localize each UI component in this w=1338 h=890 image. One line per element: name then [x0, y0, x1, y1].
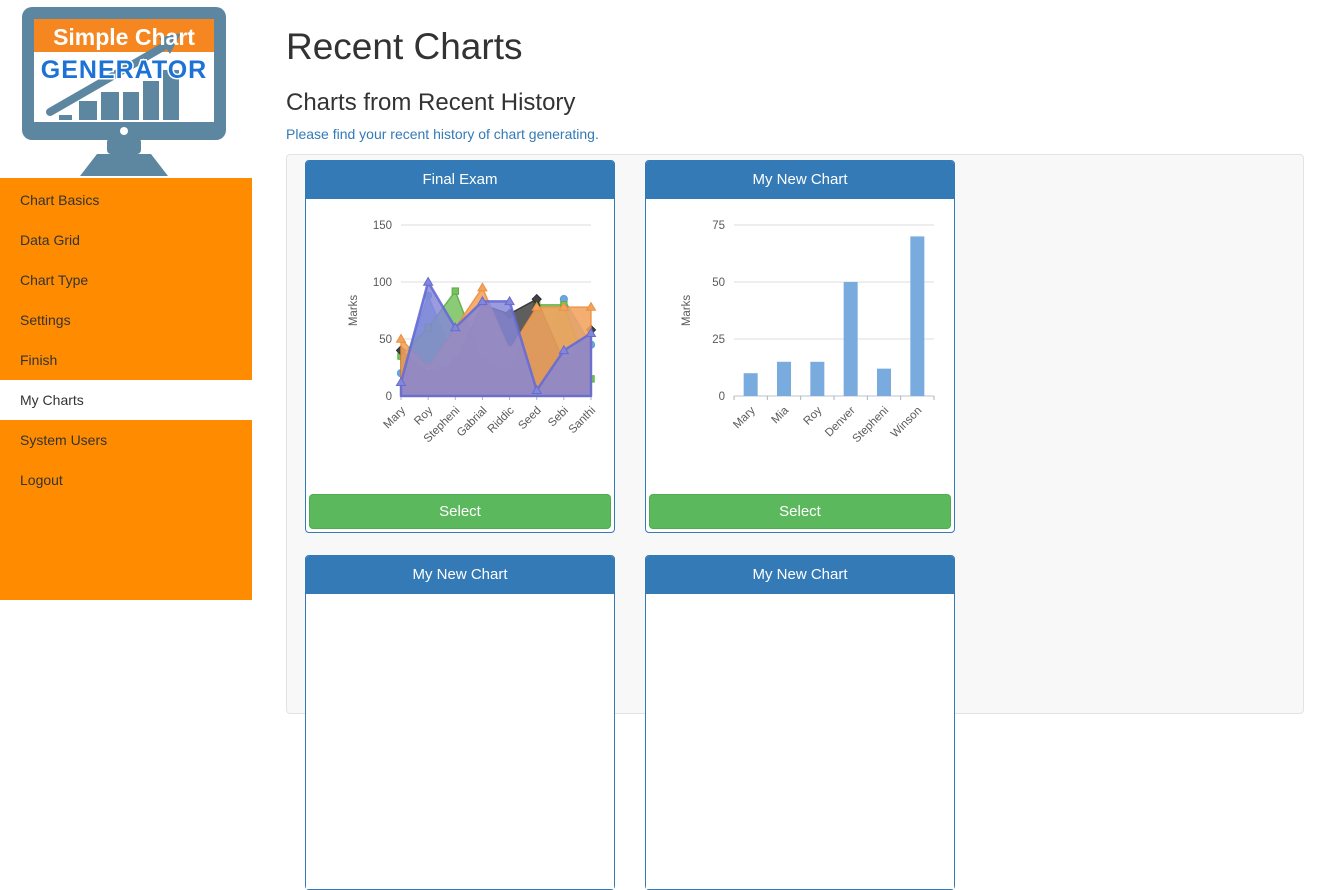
svg-text:0: 0 [386, 391, 392, 403]
svg-text:50: 50 [379, 334, 392, 346]
card-title: My New Chart [306, 556, 614, 594]
select-button[interactable]: Select [649, 494, 951, 529]
select-button[interactable]: Select [309, 494, 611, 529]
svg-text:Seed: Seed [516, 405, 543, 432]
svg-text:50: 50 [712, 277, 725, 289]
svg-text:Mary: Mary [731, 404, 758, 431]
chart-card-final-exam: Final Exam 150 100 50 0 Marks Mary Roy Stepheni… [305, 160, 615, 533]
card-chart-area: 75 50 25 0 Marks Mary Mia Roy Denver Stepheni Wins… [646, 199, 954, 494]
logo-line1: Simple Chart [53, 24, 195, 50]
svg-text:Santhi: Santhi [567, 405, 599, 437]
logo-line2: GENERATOR [41, 56, 207, 84]
cards-row-1: Final Exam 150 100 50 0 Marks Mary Roy Stepheni… [305, 160, 1285, 533]
svg-text:25: 25 [712, 334, 725, 346]
sidebar-item-system-users[interactable]: System Users [20, 432, 108, 448]
svg-text:Marks: Marks [348, 295, 360, 327]
sidebar-item-chart-type[interactable]: Chart Type [20, 272, 89, 288]
svg-text:Gabrial: Gabrial [455, 405, 490, 440]
svg-text:0: 0 [719, 391, 725, 403]
card-title: My New Chart [646, 161, 954, 199]
sidebar-item-data-grid[interactable]: Data Grid [20, 232, 80, 248]
arrow-icon [46, 43, 167, 116]
svg-text:Roy: Roy [802, 404, 825, 427]
svg-text:Mia: Mia [770, 404, 792, 426]
card-chart-area: 150 100 50 0 Marks Mary Roy Stepheni Gabrial Ridd… [306, 199, 614, 494]
sidebar-menu: Chart Basics Data Grid Chart Type Settin… [0, 178, 252, 600]
svg-text:Marks: Marks [681, 295, 693, 327]
sidebar-item-logout[interactable]: Logout [20, 472, 63, 488]
svg-text:Winson: Winson [889, 405, 925, 441]
sidebar: Simple Chart GENERATOR Chart Basics Data… [0, 0, 252, 600]
svg-text:75: 75 [712, 220, 725, 232]
chart-card-my-new-chart-1: My New Chart 75 50 25 0 Marks Mary Mia Roy Denve… [645, 160, 955, 533]
sidebar-item-settings[interactable]: Settings [20, 312, 71, 328]
charts-history-panel: Final Exam 150 100 50 0 Marks Mary Roy Stepheni… [286, 154, 1304, 890]
section-title: Charts from Recent History [286, 89, 576, 116]
sidebar-item-finish[interactable]: Finish [20, 352, 58, 368]
svg-text:Roy: Roy [412, 404, 435, 427]
main-content: Recent Charts Charts from Recent History… [252, 0, 1338, 890]
svg-text:Riddic: Riddic [486, 404, 517, 435]
sidebar-item-chart-basics[interactable]: Chart Basics [20, 192, 100, 208]
card-chart-area [646, 594, 954, 889]
helper-text: Please find your recent history of chart… [286, 126, 599, 142]
svg-text:100: 100 [373, 277, 392, 289]
card-title: My New Chart [646, 556, 954, 594]
chart-card-my-new-chart-3: My New Chart [645, 555, 955, 890]
chart-generator-logo-icon: Simple Chart GENERATOR [22, 7, 226, 176]
svg-text:Stepheni: Stepheni [851, 405, 892, 446]
page-title: Recent Charts [286, 26, 523, 67]
card-chart-area [306, 594, 614, 889]
chart-card-my-new-chart-2: My New Chart [305, 555, 615, 890]
card-title: Final Exam [306, 161, 614, 199]
cards-row-2: My New Chart My New Chart [305, 555, 1285, 890]
sidebar-item-my-charts[interactable]: My Charts [0, 380, 252, 420]
app-logo: Simple Chart GENERATOR [0, 0, 252, 178]
svg-text:150: 150 [373, 220, 392, 232]
svg-text:Mary: Mary [382, 404, 409, 431]
